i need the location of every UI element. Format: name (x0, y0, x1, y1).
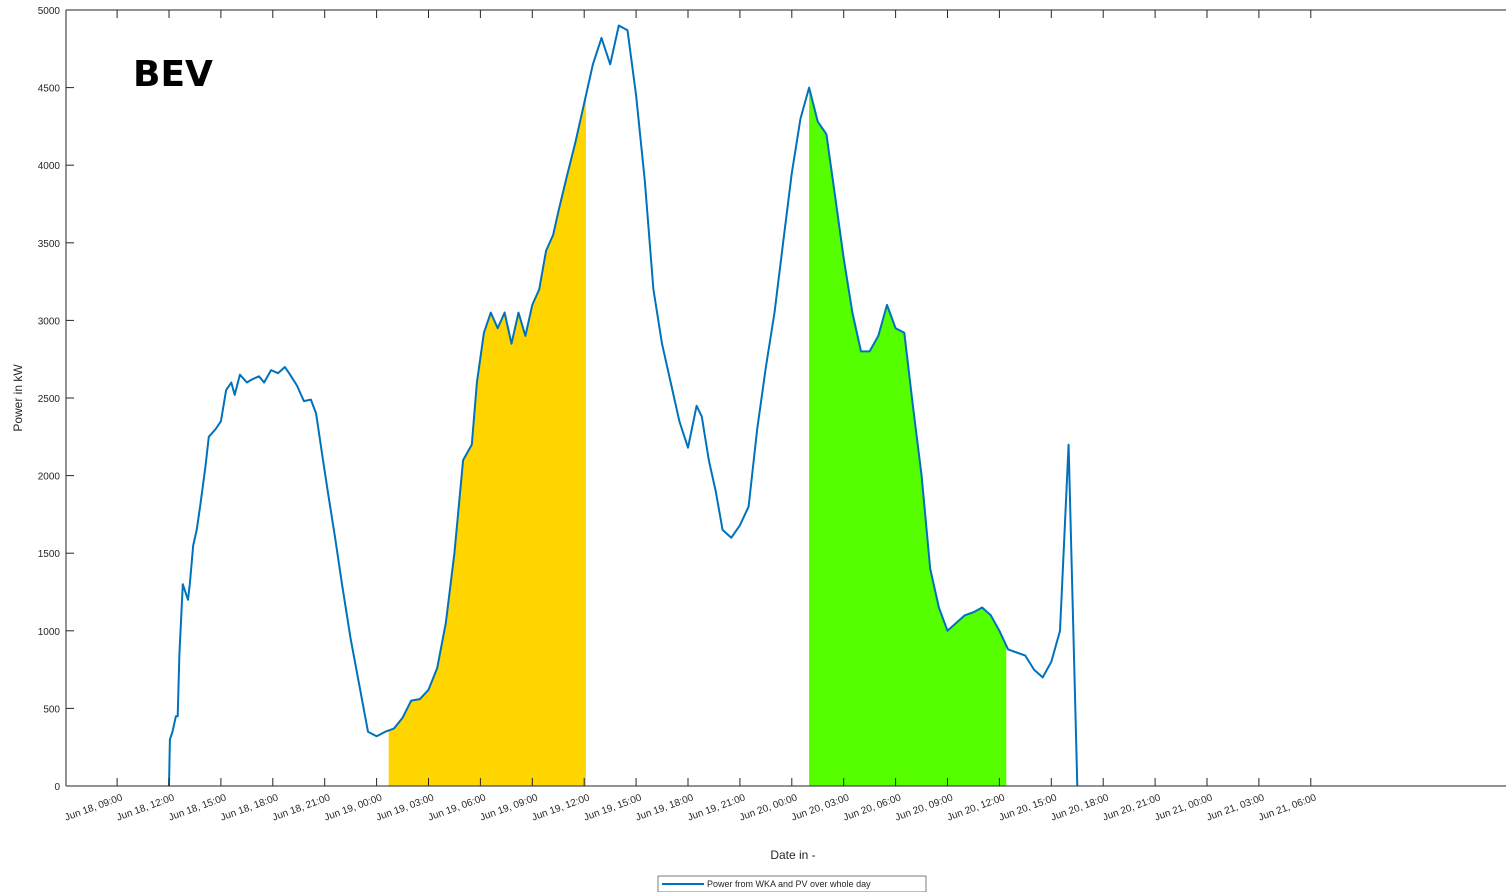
y-tick-label: 1000 (38, 627, 61, 638)
x-tick-label: Jun 21, 03:00 (1205, 792, 1266, 823)
x-tick-label: Jun 18, 12:00 (115, 792, 176, 823)
legend: Power from WKA and PV over whole day (657, 875, 927, 892)
x-tick-label: Jun 18, 21:00 (271, 792, 332, 823)
x-axis-label: Date in - (770, 848, 815, 862)
x-tick-label: Jun 20, 03:00 (790, 792, 851, 823)
series-line-power (168, 24, 1079, 787)
x-tick-label: Jun 18, 09:00 (63, 792, 124, 823)
x-tick-label: Jun 19, 21:00 (686, 792, 747, 823)
x-tick-label: Jun 18, 18:00 (219, 792, 280, 823)
x-tick-label: Jun 21, 00:00 (1153, 792, 1214, 823)
y-ticks: 0 500 1000 1500 2000 2500 3000 3500 4000 4500 5000 (38, 6, 74, 793)
legend-label: Power from WKA and PV over whole day (707, 879, 871, 889)
y-tick-label: 2000 (38, 472, 61, 483)
y-tick-label: 5000 (38, 6, 61, 17)
x-tick-label: Jun 20, 12:00 (946, 792, 1007, 823)
x-tick-label: Jun 19, 12:00 (531, 792, 592, 823)
chart-title: BEV (133, 54, 213, 95)
y-axis-label: Power in kW (11, 364, 25, 432)
x-tick-label: Jun 21, 06:00 (1257, 792, 1318, 823)
x-tick-label: Jun 20, 15:00 (998, 792, 1059, 823)
y-tick-label: 3500 (38, 239, 61, 250)
x-tick-label: Jun 20, 21:00 (1101, 792, 1162, 823)
x-tick-label: Jun 18, 15:00 (167, 792, 228, 823)
y-tick-label: 4000 (38, 161, 61, 172)
x-tick-label: Jun 20, 18:00 (1050, 792, 1111, 823)
x-tick-label: Jun 19, 06:00 (427, 792, 488, 823)
y-tick-label: 2500 (38, 394, 61, 405)
series-lines (168, 24, 1079, 787)
y-tick-label: 500 (43, 704, 60, 715)
highlighted-areas (388, 87, 1007, 787)
highlight-area-2 (809, 87, 1007, 787)
y-tick-label: 4500 (38, 84, 61, 95)
plot-area (66, 10, 1506, 786)
legend-box (657, 875, 927, 892)
x-tick-label: Jun 20, 06:00 (842, 792, 903, 823)
x-tick-label: Jun 19, 18:00 (634, 792, 695, 823)
x-tick-label: Jun 20, 09:00 (894, 792, 955, 823)
y-tick-label: 0 (54, 782, 60, 793)
x-tick-label: Jun 19, 09:00 (479, 792, 540, 823)
x-tick-label: Jun 19, 15:00 (582, 792, 643, 823)
x-tick-label: Jun 19, 03:00 (375, 792, 436, 823)
x-tick-label: Jun 19, 00:00 (323, 792, 384, 823)
y-tick-label: 1500 (38, 549, 61, 560)
y-tick-label: 3000 (38, 316, 61, 327)
x-tick-label: Jun 20, 00:00 (738, 792, 799, 823)
highlight-area-1 (388, 95, 586, 786)
